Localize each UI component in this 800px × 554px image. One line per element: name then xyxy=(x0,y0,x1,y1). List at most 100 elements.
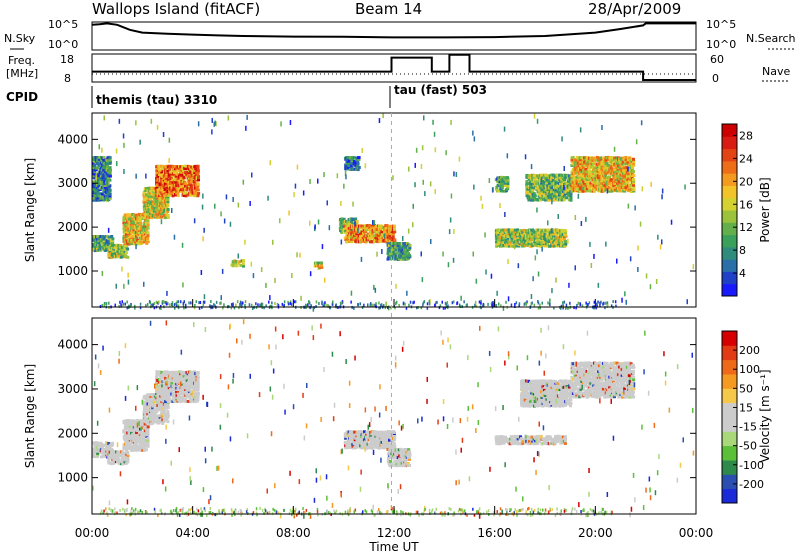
heatmap-cell xyxy=(500,181,503,185)
heatmap-cell xyxy=(480,195,482,201)
heatmap-cell xyxy=(173,374,177,378)
heatmap-cell xyxy=(621,179,625,183)
heatmap-cell xyxy=(357,303,359,307)
heatmap-cell xyxy=(160,414,164,418)
heatmap-cell xyxy=(135,442,139,446)
heatmap-cell xyxy=(161,196,165,200)
heatmap-cell xyxy=(612,187,616,191)
heatmap-cell xyxy=(603,189,606,193)
heatmap-cell xyxy=(162,132,165,137)
colorbar-segment xyxy=(722,185,737,199)
heatmap-cell xyxy=(160,392,163,396)
heatmap-cell xyxy=(475,278,478,284)
heatmap-cell xyxy=(267,195,269,201)
heatmap-cell xyxy=(493,302,495,306)
heatmap-cell xyxy=(620,169,624,173)
heatmap-cell xyxy=(522,244,526,248)
heatmap-cell xyxy=(599,301,601,305)
heatmap-cell xyxy=(383,228,386,232)
heatmap-cell xyxy=(547,301,549,305)
heatmap-cell xyxy=(155,410,159,414)
heatmap-cell xyxy=(101,243,105,247)
heatmap-cell xyxy=(191,170,195,174)
heatmap-cell xyxy=(310,304,312,308)
heatmap-cell xyxy=(175,376,179,380)
heatmap-cell xyxy=(575,188,579,191)
heatmap-cell xyxy=(117,457,121,461)
heatmap-cell xyxy=(632,188,636,191)
heatmap-cell xyxy=(348,240,351,243)
heatmap-cell xyxy=(122,226,126,230)
heatmap-cell xyxy=(102,190,106,194)
heatmap-cell xyxy=(154,200,158,204)
heatmap-cell xyxy=(367,303,369,307)
heatmap-cell xyxy=(362,228,366,232)
heatmap-cell xyxy=(491,304,494,308)
heatmap-cell xyxy=(510,238,514,242)
heatmap-cell xyxy=(347,164,351,168)
heatmap-cell xyxy=(157,188,161,192)
heatmap-cell xyxy=(550,173,554,177)
heatmap-cell xyxy=(400,252,404,256)
heatmap-cell xyxy=(579,158,583,162)
heatmap-cell xyxy=(561,192,565,196)
heatmap-cell xyxy=(312,306,315,312)
heatmap-cell xyxy=(155,166,158,170)
heatmap-cell xyxy=(380,303,383,307)
heatmap-cell xyxy=(595,171,599,175)
heatmap-cell xyxy=(585,187,589,191)
heatmap-cell xyxy=(141,433,145,437)
heatmap-cell xyxy=(613,156,616,160)
heatmap-cell xyxy=(378,230,382,234)
heatmap-cell xyxy=(339,301,342,305)
heatmap-cell xyxy=(112,249,116,253)
heatmap-cell xyxy=(166,414,170,418)
heatmap-cell xyxy=(176,191,180,195)
heatmap-cell xyxy=(280,121,282,127)
heatmap-cell xyxy=(132,239,136,243)
heatmap-cell xyxy=(597,282,600,288)
heatmap-cell xyxy=(571,156,575,160)
heatmap-cell xyxy=(251,303,253,307)
heatmap-cell xyxy=(163,396,167,400)
heatmap-cell xyxy=(167,380,171,384)
heatmap-cell xyxy=(155,176,159,180)
heatmap-cell xyxy=(156,180,160,184)
heatmap-cell xyxy=(147,422,151,426)
heatmap-cell xyxy=(436,300,438,304)
heatmap-cell xyxy=(145,187,149,190)
heatmap-cell xyxy=(145,240,148,244)
heatmap-cell xyxy=(100,174,104,178)
heatmap-cell xyxy=(618,175,622,179)
heatmap-cell xyxy=(518,302,521,306)
heatmap-cell xyxy=(386,234,390,237)
heatmap-cell xyxy=(261,302,264,306)
heatmap-cell xyxy=(611,162,615,165)
heatmap-cell xyxy=(544,184,548,188)
heatmap-cell xyxy=(619,156,623,160)
heatmap-cell xyxy=(96,192,100,196)
heatmap-cell xyxy=(315,300,318,304)
heatmap-cell xyxy=(356,236,360,240)
heatmap-cell xyxy=(550,188,554,191)
heatmap-cell xyxy=(166,214,170,217)
heatmap-cell xyxy=(181,242,184,248)
heatmap-cell xyxy=(577,193,580,199)
heatmap-cell xyxy=(552,174,556,178)
heatmap-cell xyxy=(108,456,112,460)
heatmap-cell xyxy=(350,217,354,221)
heatmap-cell xyxy=(515,301,518,305)
heatmap-cell xyxy=(182,374,186,378)
heatmap-cell xyxy=(601,184,605,188)
heatmap-cell xyxy=(542,176,546,180)
heatmap-cell xyxy=(320,265,324,269)
heatmap-cell xyxy=(186,186,190,190)
heatmap-cell xyxy=(134,213,138,217)
heatmap-cell xyxy=(219,301,221,305)
heatmap-cell xyxy=(161,421,165,425)
heatmap-cell xyxy=(161,168,165,172)
heatmap-cell xyxy=(317,261,321,265)
heatmap-cell xyxy=(144,444,148,448)
heatmap-cell xyxy=(350,163,354,167)
heatmap-cell xyxy=(378,118,381,123)
